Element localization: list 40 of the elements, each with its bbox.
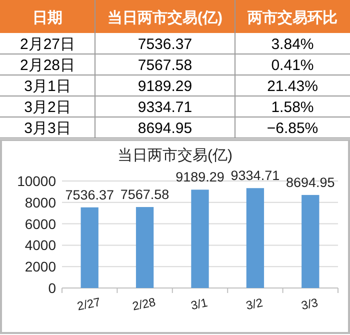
text: −6.85% [266, 120, 318, 137]
x-tick-label: 3/2 [244, 295, 264, 313]
text: 9189.29 [138, 78, 192, 95]
y-tick-label: 4000 [24, 237, 56, 254]
bar [302, 194, 320, 288]
text: 2月28日 [20, 57, 76, 74]
text: 21.43% [267, 78, 318, 95]
bar [246, 188, 264, 288]
text: 3月3日 [24, 120, 71, 137]
x-tick-label: 2/28 [131, 294, 158, 314]
x-tick-label: 3/1 [190, 295, 210, 313]
category-label: 当日两市交易(亿) [108, 8, 222, 26]
y-tick-label: 8000 [24, 194, 56, 210]
bar [80, 207, 98, 288]
text: 3月2日 [24, 99, 71, 116]
category-label: 两市交易环比 [246, 8, 338, 26]
data-label: 7536.37 [65, 187, 114, 202]
x-tick-label: 3/3 [300, 295, 320, 313]
data-label: 9334.71 [230, 168, 280, 184]
data-label: 7567.58 [120, 187, 170, 202]
y-tick-label: 10000 [17, 173, 56, 189]
text: 8694.95 [138, 120, 192, 137]
text: 0.41% [271, 57, 314, 74]
text: 3月1日 [24, 78, 71, 95]
text: 9334.71 [138, 99, 192, 116]
data-label: 9189.29 [176, 170, 224, 185]
y-tick-label: 0 [48, 280, 56, 296]
text: 1.58% [271, 99, 314, 116]
text: 3.84% [271, 36, 314, 53]
text: 7536.37 [138, 36, 192, 53]
category-label: 日期 [32, 10, 62, 26]
y-tick-label: 6000 [24, 216, 56, 232]
bar [136, 207, 154, 288]
data-label: 8694.95 [286, 174, 335, 190]
text: 7567.58 [138, 57, 192, 74]
bar [191, 190, 209, 288]
text: 2月27日 [20, 36, 76, 53]
chart-title: 当日两市交易(亿) [118, 147, 232, 164]
x-tick-label: 2/27 [76, 294, 102, 314]
y-tick-label: 2000 [24, 258, 56, 275]
